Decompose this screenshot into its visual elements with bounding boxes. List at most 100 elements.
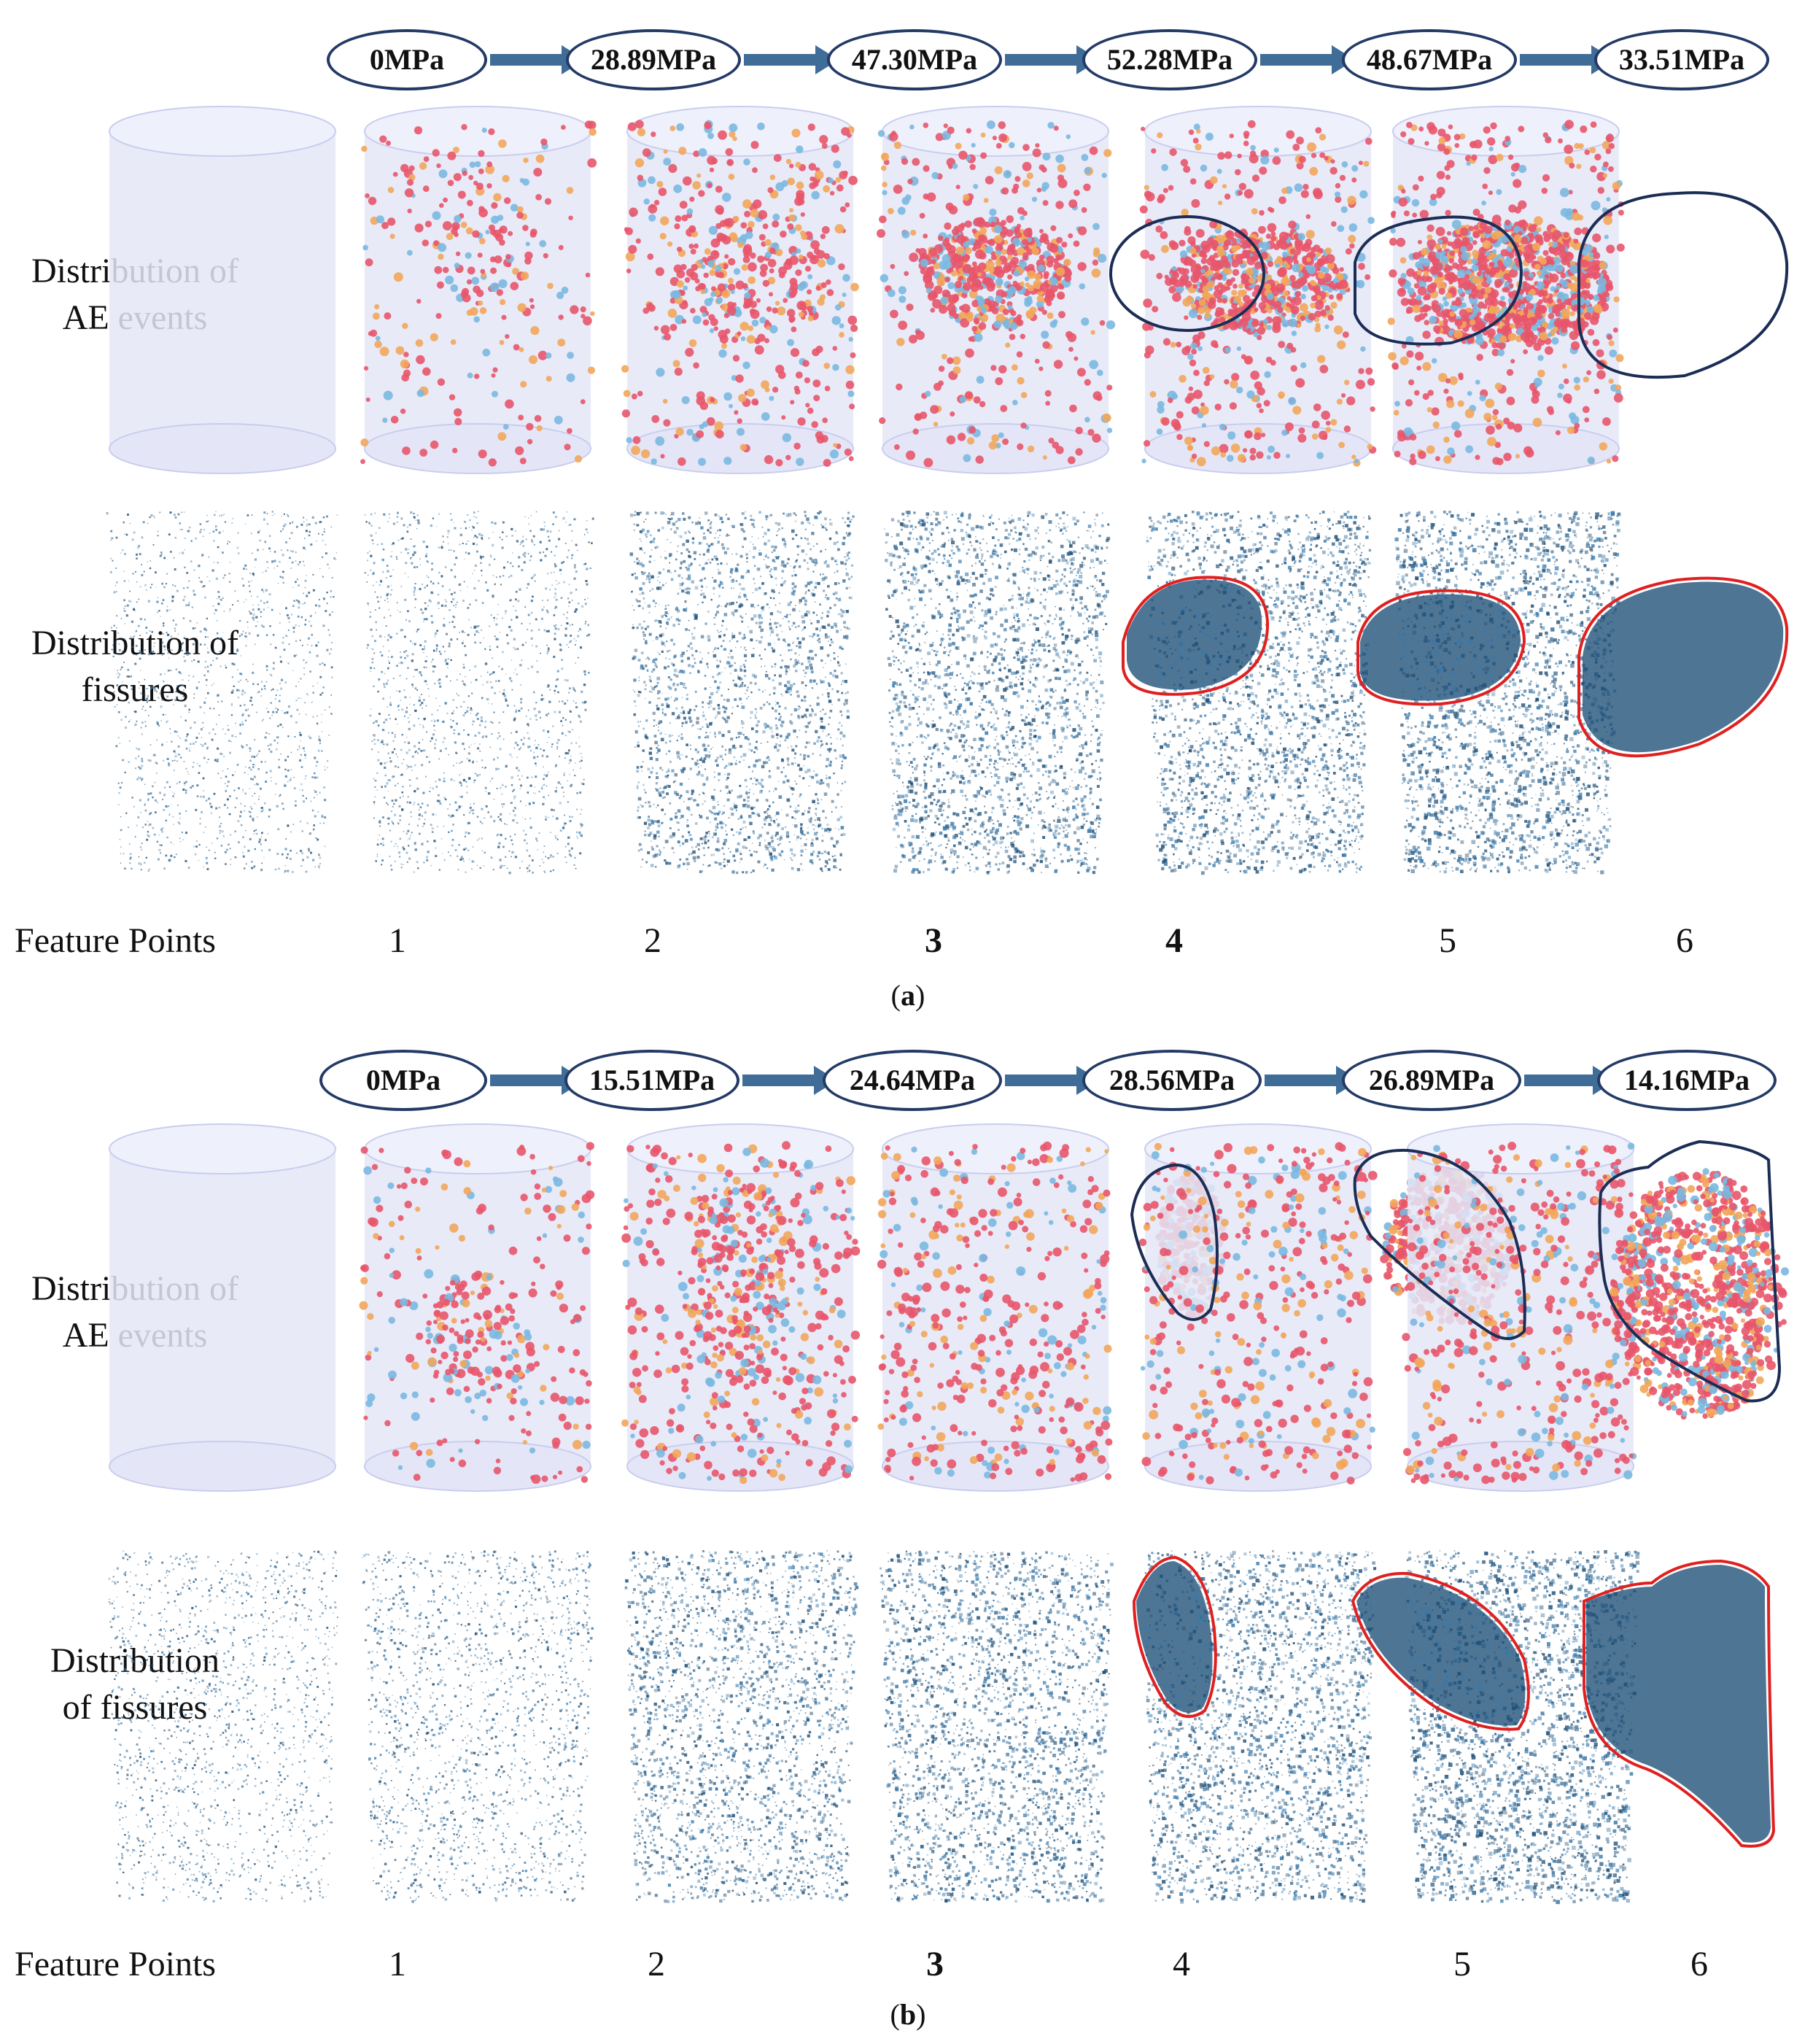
caption-letter: b [900,1998,916,2031]
stress-ellipse: 0MPa [327,29,487,90]
fissure-cloud [1146,511,1521,875]
row-label-line: fissures [0,667,270,713]
cylinder-top [1392,106,1620,157]
cylinder-body [365,1149,591,1466]
ae-cluster-outline [1577,191,1789,379]
ae-cluster-outline [1598,1139,1782,1403]
fissure-cloud [362,1550,594,1903]
stress-sequence-a: 0MPa 28.89MPa 47.30MPa 52.28MPa 48.67MPa… [0,0,1813,109]
cylinder-top [364,106,591,157]
fissure-zone-outline [1577,576,1789,758]
ae-cluster-outline [1354,215,1523,346]
specimen-figure-a [106,106,1789,875]
cylinder-bottom [109,423,336,474]
specimen-cylinder [364,1123,591,1492]
stress-ellipse: 28.56MPa [1082,1050,1262,1111]
stress-ellipse: 52.28MPa [1082,29,1257,90]
ae-event-cloud [360,120,597,467]
cylinder-top [109,1123,336,1174]
feature-point-number: 4 [1152,915,1196,967]
ae-event-cloud [1387,120,1625,465]
cylinder-bottom [109,1441,336,1492]
panel-b: 0MPa 15.51MPa 24.64MPa 28.56MPa 26.89MPa… [0,1025,1813,2044]
specimen-cylinder [882,106,1109,474]
ae-event-cloud [877,120,1116,468]
cylinder-body [109,1149,335,1466]
ae-cluster-outline [1353,1148,1526,1340]
fracture-zone [1360,594,1521,701]
cylinder-top [1144,1123,1372,1174]
fissure-zone-outline [1583,1559,1776,1848]
feature-points-label: Feature Points [15,915,216,967]
fracture-zone [1136,1561,1213,1713]
fissure-zone-outline [1132,1555,1217,1718]
stress-ellipse: 26.89MPa [1342,1050,1521,1111]
stress-sequence-b: 0MPa 15.51MPa 24.64MPa 28.56MPa 26.89MPa… [0,1025,1813,1134]
fissure-cloud [364,511,594,875]
caption-letter: a [901,979,915,1012]
fissure-cloud [883,511,1262,875]
fissure-zone-outline [1122,576,1270,696]
panel-caption: (a) [875,978,941,1014]
feature-point-number: 2 [634,1939,678,1990]
fissure-cloud [106,511,338,873]
feature-point-number: 5 [1440,1939,1484,1990]
stress-ellipse: 28.89MPa [566,29,741,90]
stress-ellipse: 0MPa [319,1050,487,1111]
cylinder-body [882,131,1109,449]
ae-cluster-outline [1109,215,1266,332]
ae-event-cloud [621,120,859,467]
fissure-cloud [880,1550,1213,1903]
feature-point-number: 1 [376,915,419,967]
cylinder-bottom [364,423,591,474]
fissure-cloud [624,1550,859,1903]
stress-ellipse: 15.51MPa [564,1050,739,1111]
row-label-line: of fissures [0,1684,270,1731]
ae-cluster-outline [1130,1163,1219,1321]
cylinder-top [364,1123,591,1174]
specimen-cylinder [109,1123,336,1492]
row-label-fissures: Distribution of fissures [0,620,270,713]
row-label-line: Distribution of [0,620,270,667]
cylinder-top [626,106,854,157]
cylinder-top [1407,1123,1634,1174]
feature-point-number: 3 [912,915,955,967]
ae-event-cloud [359,1142,595,1484]
fissure-cloud [1405,1550,1771,1905]
feature-point-number: 5 [1426,915,1470,967]
row-label-fissures: Distribution of fissures [0,1638,270,1731]
feature-point-number: 1 [376,1939,419,1990]
fissure-cloud [108,1550,338,1902]
stress-ellipse: 24.64MPa [823,1050,1002,1111]
feature-point-number: 6 [1663,915,1707,967]
specimen-cylinder [882,1123,1109,1492]
cylinder-top [1144,106,1372,157]
panel-caption: (b) [875,1997,941,2033]
specimen-cylinder [109,106,336,474]
fissure-cloud [629,511,855,875]
cylinder-body [627,1149,853,1466]
cylinder-body [109,131,335,449]
fissure-cloud [1394,511,1784,875]
ae-event-cloud [621,1141,861,1484]
feature-points-row: Feature Points 1 2 3 4 5 6 [0,1939,1813,1990]
panel-a: 0MPa 28.89MPa 47.30MPa 52.28MPa 48.67MPa… [0,0,1813,1014]
stress-ellipse: 47.30MPa [827,29,1002,90]
feature-points-label: Feature Points [15,1939,216,1990]
fissure-zone-outline [1351,1571,1530,1731]
feature-point-number: 3 [913,1939,957,1990]
ae-event-cloud [1401,1142,1790,1484]
fracture-zone [1583,581,1784,753]
stress-ellipse: 48.67MPa [1342,29,1517,90]
stress-ellipse: 33.51MPa [1594,29,1769,90]
specimen-figure-b [108,1123,1790,1905]
fissure-zone-outline [1356,589,1526,706]
stress-ellipse: 14.16MPa [1597,1050,1777,1111]
feature-point-number: 2 [631,915,675,967]
feature-point-number: 6 [1677,1939,1721,1990]
cylinder-top [882,106,1109,157]
feature-point-number: 4 [1160,1939,1203,1990]
fracture-zone [1586,1565,1771,1843]
cylinder-body [882,1149,1109,1466]
cylinder-top [109,106,336,157]
